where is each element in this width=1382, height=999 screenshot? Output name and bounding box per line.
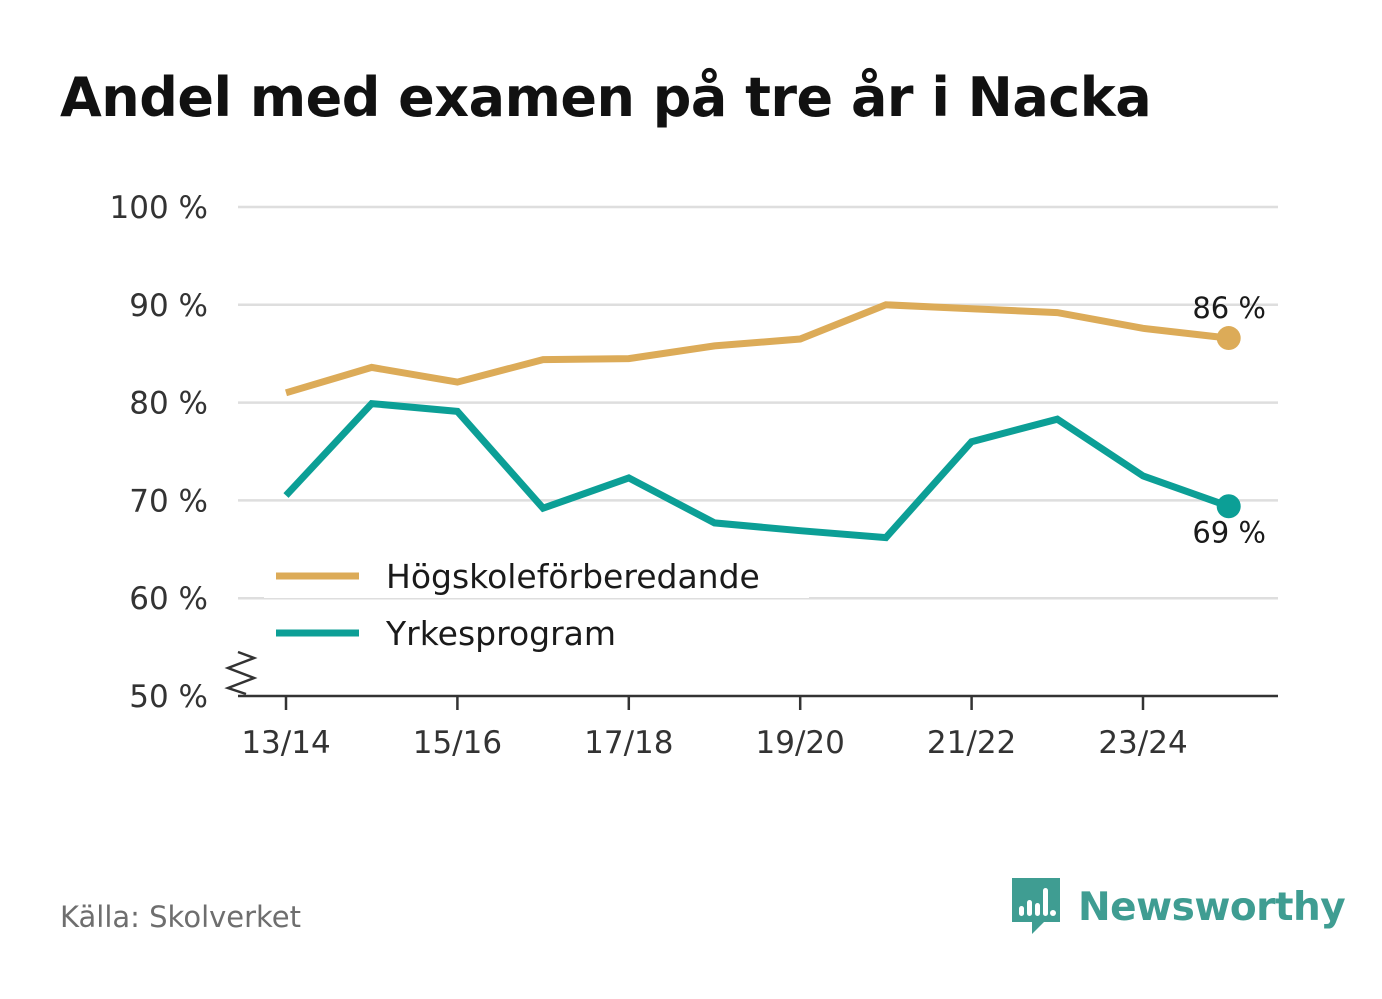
legend: Högskoleförberedande Yrkesprogram <box>264 548 809 653</box>
brand-name: Newsworthy <box>1078 884 1346 930</box>
x-tick-label: 21/22 <box>927 725 1016 761</box>
gridlines <box>238 205 1278 600</box>
x-tick-label: 15/16 <box>413 725 502 761</box>
series-line-1 <box>283 399 1230 542</box>
y-axis-ticks: 100 % 90 % 80 % 70 % 60 % 50 % <box>110 190 208 715</box>
y-tick-label: 90 % <box>129 288 208 324</box>
y-tick-label: 100 % <box>110 190 208 226</box>
x-tick-label: 13/14 <box>241 725 330 761</box>
brand-logo[interactable]: Newsworthy <box>1010 876 1346 938</box>
x-axis <box>224 650 1278 698</box>
y-tick-label: 50 % <box>129 679 208 715</box>
source-note: Källa: Skolverket <box>60 900 302 934</box>
series-lines <box>283 301 1241 542</box>
legend-label: Yrkesprogram <box>385 614 616 653</box>
series-end-marker <box>1216 326 1241 351</box>
series-end-marker <box>1216 494 1241 519</box>
end-value-label: 86 % <box>1192 291 1266 325</box>
axis-break-icon <box>224 650 258 696</box>
x-tick-label: 23/24 <box>1098 725 1187 761</box>
end-value-label: 69 % <box>1192 515 1266 549</box>
x-tick-label: 17/18 <box>584 725 673 761</box>
y-tick-label: 60 % <box>129 581 208 617</box>
chart-title: Andel med examen på tre år i Nacka <box>60 66 1152 129</box>
newsworthy-logo-icon <box>1012 878 1060 934</box>
y-tick-label: 80 % <box>129 386 208 422</box>
y-tick-label: 70 % <box>129 483 208 519</box>
legend-label: Högskoleförberedande <box>386 557 760 596</box>
x-axis-ticks: 13/14 15/16 17/18 19/20 21/22 23/24 <box>241 696 1188 761</box>
end-labels: 86 % 69 % <box>1192 291 1266 549</box>
x-tick-label: 19/20 <box>756 725 845 761</box>
series-line-0 <box>285 301 1230 397</box>
